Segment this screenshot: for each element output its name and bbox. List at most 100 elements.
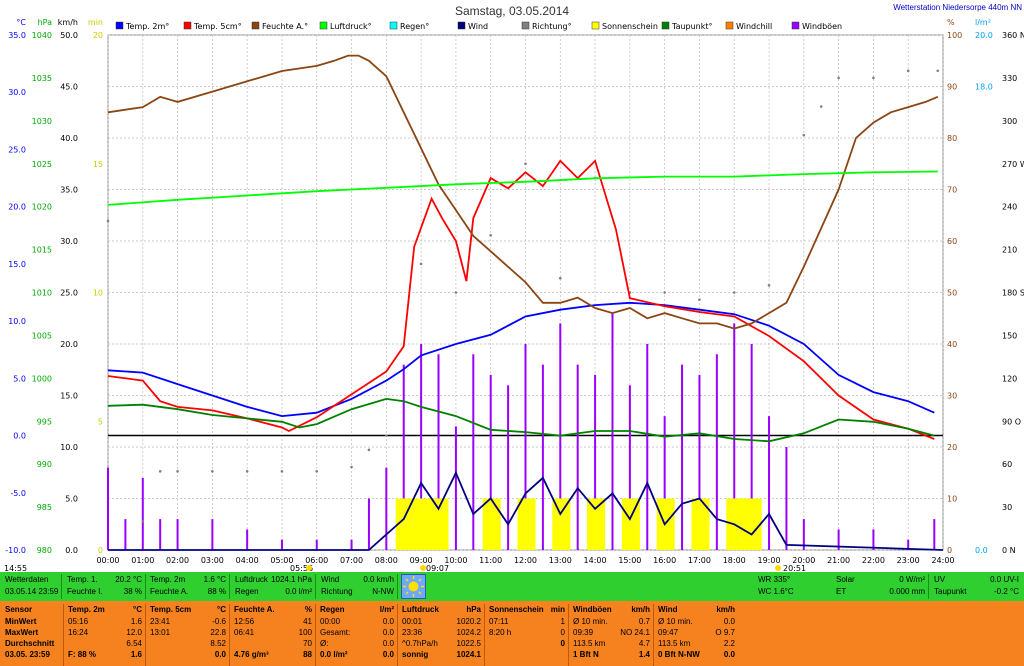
direction-tick-label: 60: [1002, 460, 1012, 469]
x-tick-label: 23:00: [897, 556, 920, 565]
rain-tick-label: 20.0: [975, 31, 993, 40]
temp-tick-label: -10.0: [5, 546, 26, 555]
x-tick-label: 22:00: [862, 556, 885, 565]
stats-regen-col: Regen l/m² 00:00 0.0 Gesamt: 0.0 Ø: 0.0 0.0 …: [317, 604, 398, 666]
pressure-tick-label: 990: [37, 460, 52, 469]
stats-time: 16:24: [68, 628, 89, 637]
temp-tick-label: 25.0: [8, 145, 26, 154]
stats-temp5cm-col: Temp. 5cm °C 23:41 -0.6 13:01 22.8 8.52 0.0: [147, 604, 230, 666]
pressure-tick-label: 1015: [32, 246, 52, 255]
stats-row-label: MaxWert: [5, 628, 39, 637]
stats-time: 09:47: [658, 628, 679, 637]
info-value: 0.0 l/m²: [285, 587, 312, 596]
info-key: Temp. 2m: [150, 575, 186, 584]
direction-point: [211, 470, 214, 473]
stats-extra: 4.76 g/m³: [234, 650, 269, 659]
temp-tick-label: 20.0: [8, 203, 26, 212]
wind-unit-label: km/h: [58, 18, 78, 27]
info-value: -0.2 °C: [994, 587, 1019, 596]
info-cell: Temp. 1. 20.2 °C Feuchte I. 38 %: [64, 574, 146, 599]
sunshine-bar: [413, 498, 432, 550]
legend-label: Taupunkt°: [671, 22, 713, 31]
info-key: Taupunkt: [934, 587, 967, 596]
legend-swatch: [115, 21, 124, 30]
pressure-tick-label: 1010: [32, 289, 52, 298]
humidity-tick-label: 100: [947, 31, 962, 40]
x-tick-label: 04:00: [236, 556, 259, 565]
humidity-unit-label: %: [947, 18, 955, 27]
stats-value: 1.6: [130, 617, 142, 626]
info-value: 0.000 mm: [889, 587, 925, 596]
stats-unit: min: [550, 605, 565, 614]
stats-value: 0: [560, 639, 565, 648]
info-key: WR 335°: [758, 575, 791, 584]
info-key: Richtung: [321, 587, 353, 596]
stats-value: 0.0: [382, 639, 394, 648]
pressure-unit-label: hPa: [38, 18, 53, 27]
info-value: 0 W/m²: [899, 575, 925, 584]
legend-swatch: [457, 21, 466, 30]
legend-swatch: [591, 21, 600, 30]
stats-unit: l/m²: [379, 605, 394, 614]
pressure-tick-label: 1020: [32, 203, 52, 212]
stats-header: Temp. 5cm: [150, 605, 192, 614]
wind-tick-label: 45.0: [60, 83, 78, 92]
stats-value: 0.0: [723, 650, 735, 659]
stats-value: 4.7: [638, 639, 650, 648]
stats-header: Sonnenschein: [489, 605, 544, 614]
direction-tick-label: 30: [1002, 503, 1012, 512]
wind-tick-label: 35.0: [60, 186, 78, 195]
info-key: Luftdruck: [235, 575, 268, 584]
info-cell: Solar 0 W/m² ET 0.000 mm: [833, 574, 929, 599]
stats-temp2m-col: Temp. 2m °C 05:16 1.6 16:24 12.0 6.54 F: 88…: [65, 604, 146, 666]
legend-label: Luftdruck°: [330, 22, 372, 31]
x-tick-label: 07:00: [340, 556, 363, 565]
pressure-tick-label: 1040: [32, 31, 52, 40]
info-cell: UV 0.0 UV-I Taupunkt -0.2 °C: [931, 574, 1022, 599]
stats-header: Regen: [320, 605, 345, 614]
direction-point: [385, 434, 388, 437]
stats-time: 23:36: [402, 628, 423, 637]
stats-time: 05:16: [68, 617, 89, 626]
sunshine-bar: [621, 498, 640, 550]
series-line: [107, 159, 935, 440]
stats-value: 1024.2: [456, 628, 481, 637]
info-date-cell: Wetterdaten 03.05.14 23:59: [2, 574, 62, 599]
direction-point: [489, 233, 493, 237]
stats-value: 1.4: [638, 650, 650, 659]
x-tick-label: 14:00: [584, 556, 607, 565]
direction-point: [158, 470, 162, 473]
sun-tick-label: 10: [93, 289, 103, 298]
stats-time: 13:01: [150, 628, 171, 637]
info-cell: Wind 0.0 km/h Richtung N-NW: [318, 574, 398, 599]
stats-value: -0.6: [212, 617, 226, 626]
legend-label: Windböen: [802, 22, 842, 31]
stats-unit: km/h: [631, 605, 650, 614]
direction-point: [819, 105, 823, 108]
stats-value: 1: [560, 617, 565, 626]
humidity-tick-label: 10: [947, 495, 957, 504]
direction-point: [802, 133, 806, 137]
stats-unit: °C: [133, 605, 142, 614]
stats-value: 8.52: [210, 639, 226, 648]
info-date: 03.05.14 23:59: [5, 587, 59, 596]
pressure-tick-label: 980: [37, 546, 52, 555]
pressure-tick-label: 1025: [32, 160, 52, 169]
stats-time: 23:41: [150, 617, 171, 626]
stats-time: 07:11: [489, 617, 509, 626]
legend-swatch: [319, 21, 328, 30]
direction-tick-label: 0 N: [1002, 546, 1016, 555]
stats-extra: 1 Bft N: [573, 650, 599, 659]
direction-point: [141, 520, 145, 523]
chart-title: Samstag, 03.05.2014: [455, 4, 569, 18]
direction-tick-label: 90 O: [1002, 417, 1021, 426]
legend-label: Wind: [468, 22, 488, 31]
x-tick-label: 08:00: [375, 556, 398, 565]
stats-unit: hPa: [466, 605, 481, 614]
stats-wind-col: Wind km/h Ø 10 min. 0.0 09:47 O 9.7 113.5 k…: [655, 604, 738, 666]
info-value: N-NW: [372, 587, 394, 596]
pressure-tick-label: 995: [37, 417, 52, 426]
x-tick-label: 09:00: [410, 556, 433, 565]
humidity-tick-label: 0: [947, 546, 952, 555]
direction-point: [176, 470, 179, 473]
